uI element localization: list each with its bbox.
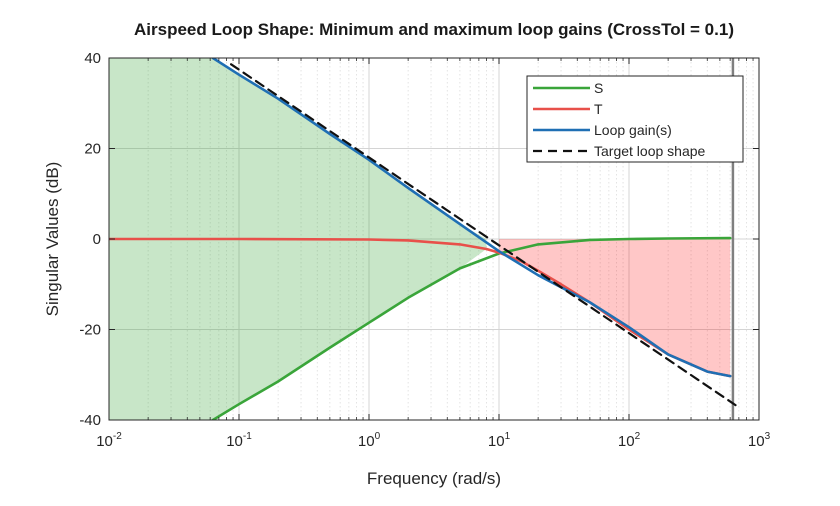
- x-tick-label: 103: [748, 431, 771, 450]
- x-tick-label: 101: [488, 431, 511, 450]
- y-tick-label: -40: [79, 412, 101, 429]
- x-tick-labels: 10-2 10-1 100 101 102 103: [96, 431, 770, 450]
- legend-label: S: [594, 80, 603, 96]
- legend: ST Loop gain(s) Target loop shape: [526, 75, 744, 163]
- series-line-loop-gain-s: [211, 58, 732, 378]
- tick-marks: [108, 57, 760, 421]
- y-tick-label: -20: [79, 322, 101, 339]
- chart-title: Airspeed Loop Shape: Minimum and maximum…: [134, 20, 734, 39]
- x-tick-label: 100: [358, 431, 381, 450]
- shaded-region: [499, 239, 731, 377]
- series-line-s: [211, 236, 732, 420]
- x-tick-label: 102: [618, 431, 641, 450]
- x-axis-label: Frequency (rad/s): [367, 469, 501, 488]
- legend-label: Loop gain(s): [594, 122, 672, 138]
- y-tick-label: 0: [93, 231, 101, 248]
- legend-label: T: [594, 101, 603, 117]
- series-line-target-loop-shape: [230, 63, 737, 407]
- legend-label: Target loop shape: [594, 143, 706, 159]
- y-tick-label: 40: [84, 50, 101, 67]
- y-axis-label: Singular Values (dB): [43, 162, 62, 317]
- y-tick-labels: 40 20 0 -20 -40: [79, 50, 101, 429]
- x-tick-label: 10-2: [96, 431, 122, 450]
- series-layer: [109, 58, 737, 420]
- legend-box: [526, 75, 744, 163]
- y-tick-label: 20: [84, 141, 101, 158]
- x-tick-label: 10-1: [226, 431, 252, 450]
